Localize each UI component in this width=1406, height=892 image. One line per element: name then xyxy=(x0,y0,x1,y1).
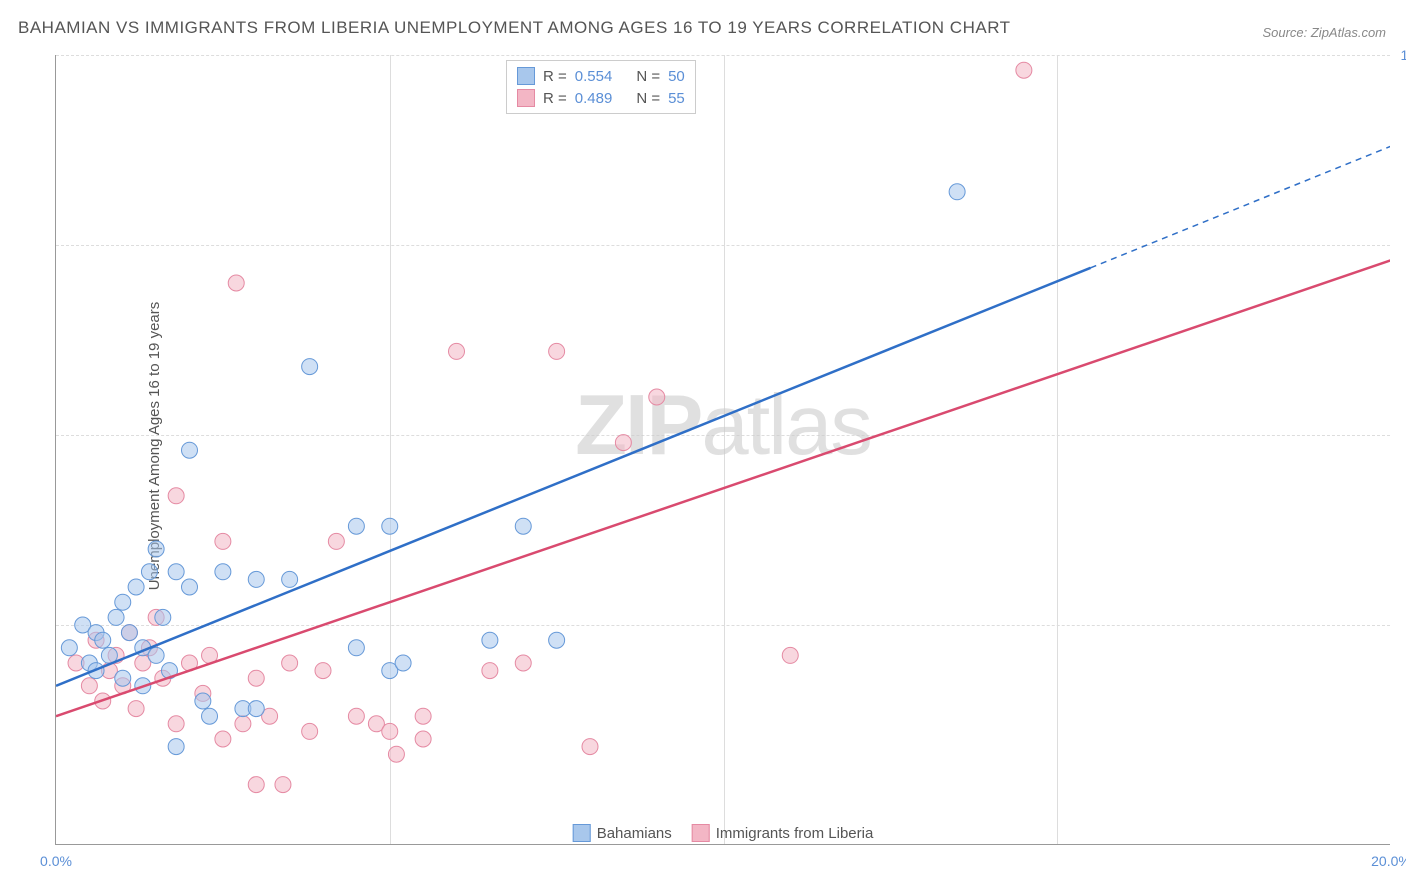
data-point xyxy=(248,571,264,587)
data-point xyxy=(215,564,231,580)
data-point xyxy=(228,275,244,291)
stat-r-label: R = xyxy=(543,68,567,85)
data-point xyxy=(315,663,331,679)
data-point xyxy=(415,708,431,724)
data-point xyxy=(195,693,211,709)
stat-n-label: N = xyxy=(636,68,660,85)
data-point xyxy=(382,723,398,739)
y-tick-label: 100.0% xyxy=(1401,47,1406,63)
swatch-bahamians xyxy=(517,67,535,85)
data-point xyxy=(121,625,137,641)
trend-line xyxy=(56,268,1091,686)
legend-item-bahamians: Bahamians xyxy=(573,824,672,842)
data-point xyxy=(275,777,291,793)
data-point xyxy=(549,632,565,648)
data-point xyxy=(168,739,184,755)
data-point xyxy=(782,647,798,663)
data-point xyxy=(615,435,631,451)
plot-area: ZIPatlas R = 0.554 N = 50 R = 0.489 N = … xyxy=(55,55,1390,845)
data-point xyxy=(248,777,264,793)
data-point xyxy=(302,359,318,375)
source-text: Source: ZipAtlas.com xyxy=(1262,25,1386,40)
data-point xyxy=(128,701,144,717)
stat-r-value-1: 0.489 xyxy=(575,90,613,107)
legend-swatch-bahamians xyxy=(573,824,591,842)
data-point xyxy=(348,518,364,534)
stat-n-label: N = xyxy=(636,90,660,107)
data-point xyxy=(449,343,465,359)
data-point xyxy=(382,518,398,534)
data-point xyxy=(141,564,157,580)
swatch-liberia xyxy=(517,89,535,107)
stats-legend: R = 0.554 N = 50 R = 0.489 N = 55 xyxy=(506,60,696,114)
data-point xyxy=(155,609,171,625)
data-point xyxy=(582,739,598,755)
data-point xyxy=(348,640,364,656)
x-tick-label: 20.0% xyxy=(1371,853,1406,869)
data-point xyxy=(148,647,164,663)
data-point xyxy=(182,442,198,458)
data-point xyxy=(215,533,231,549)
data-point xyxy=(95,632,111,648)
data-point xyxy=(148,541,164,557)
data-point xyxy=(168,488,184,504)
stats-row-liberia: R = 0.489 N = 55 xyxy=(517,87,685,109)
stat-r-label: R = xyxy=(543,90,567,107)
stat-r-value-0: 0.554 xyxy=(575,68,613,85)
data-point xyxy=(415,731,431,747)
data-point xyxy=(348,708,364,724)
data-point xyxy=(1016,62,1032,78)
stat-n-value-0: 50 xyxy=(668,68,685,85)
data-point xyxy=(649,389,665,405)
bottom-legend: Bahamians Immigrants from Liberia xyxy=(573,824,874,842)
legend-label-liberia: Immigrants from Liberia xyxy=(716,825,874,842)
data-point xyxy=(515,518,531,534)
data-point xyxy=(168,564,184,580)
data-point xyxy=(115,670,131,686)
data-point xyxy=(168,716,184,732)
stat-n-value-1: 55 xyxy=(668,90,685,107)
legend-swatch-liberia xyxy=(692,824,710,842)
data-point xyxy=(302,723,318,739)
data-point xyxy=(482,663,498,679)
data-point xyxy=(81,678,97,694)
chart-svg xyxy=(56,55,1390,844)
data-point xyxy=(549,343,565,359)
chart-title: BAHAMIAN VS IMMIGRANTS FROM LIBERIA UNEM… xyxy=(18,18,1011,38)
data-point xyxy=(395,655,411,671)
data-point xyxy=(949,184,965,200)
trend-line-extrapolated xyxy=(1091,146,1390,268)
data-point xyxy=(202,708,218,724)
data-point xyxy=(282,571,298,587)
data-point xyxy=(235,716,251,732)
data-point xyxy=(248,670,264,686)
data-point xyxy=(515,655,531,671)
trend-line xyxy=(56,260,1390,716)
data-point xyxy=(128,579,144,595)
legend-label-bahamians: Bahamians xyxy=(597,825,672,842)
data-point xyxy=(215,731,231,747)
data-point xyxy=(61,640,77,656)
stats-row-bahamians: R = 0.554 N = 50 xyxy=(517,65,685,87)
data-point xyxy=(328,533,344,549)
data-point xyxy=(282,655,298,671)
data-point xyxy=(182,579,198,595)
data-point xyxy=(482,632,498,648)
data-point xyxy=(115,594,131,610)
data-point xyxy=(108,609,124,625)
legend-item-liberia: Immigrants from Liberia xyxy=(692,824,874,842)
data-point xyxy=(248,701,264,717)
x-tick-label: 0.0% xyxy=(40,853,72,869)
data-point xyxy=(388,746,404,762)
